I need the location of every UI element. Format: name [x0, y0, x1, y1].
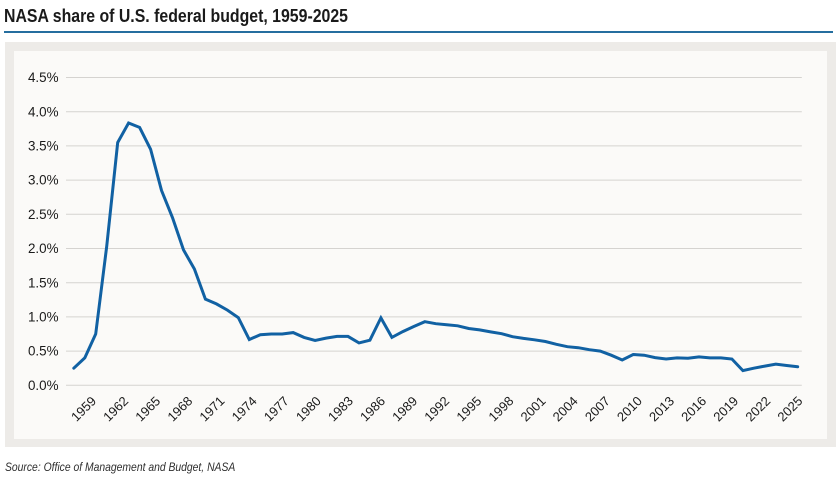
svg-text:2013: 2013 [646, 393, 677, 424]
svg-text:2.5%: 2.5% [28, 207, 59, 222]
svg-text:2010: 2010 [614, 393, 645, 424]
svg-text:0.5%: 0.5% [28, 344, 59, 359]
svg-text:1959: 1959 [68, 393, 99, 424]
svg-text:1989: 1989 [389, 393, 420, 424]
svg-text:4.5%: 4.5% [28, 70, 59, 85]
svg-text:1.0%: 1.0% [28, 310, 59, 325]
svg-text:2019: 2019 [710, 393, 741, 424]
svg-text:2001: 2001 [518, 393, 549, 424]
svg-text:1965: 1965 [132, 393, 163, 424]
svg-text:1968: 1968 [164, 393, 195, 424]
svg-text:3.0%: 3.0% [28, 173, 59, 188]
svg-text:0.0%: 0.0% [28, 378, 59, 393]
svg-text:1992: 1992 [421, 393, 452, 424]
svg-text:1974: 1974 [229, 393, 260, 424]
svg-text:1971: 1971 [196, 393, 227, 424]
svg-text:2.0%: 2.0% [28, 241, 59, 256]
svg-text:1977: 1977 [261, 393, 292, 424]
svg-text:2004: 2004 [550, 393, 581, 424]
svg-text:2022: 2022 [742, 393, 773, 424]
svg-text:2016: 2016 [678, 393, 709, 424]
svg-text:2007: 2007 [582, 393, 613, 424]
svg-text:1998: 1998 [485, 393, 516, 424]
svg-text:1983: 1983 [325, 393, 356, 424]
svg-text:1.5%: 1.5% [28, 275, 59, 290]
svg-text:4.0%: 4.0% [28, 104, 59, 119]
svg-text:3.5%: 3.5% [28, 139, 59, 154]
svg-text:1980: 1980 [293, 393, 324, 424]
svg-text:1995: 1995 [453, 393, 484, 424]
svg-text:2025: 2025 [774, 393, 805, 424]
svg-text:1962: 1962 [100, 393, 131, 424]
svg-text:1986: 1986 [357, 393, 388, 424]
